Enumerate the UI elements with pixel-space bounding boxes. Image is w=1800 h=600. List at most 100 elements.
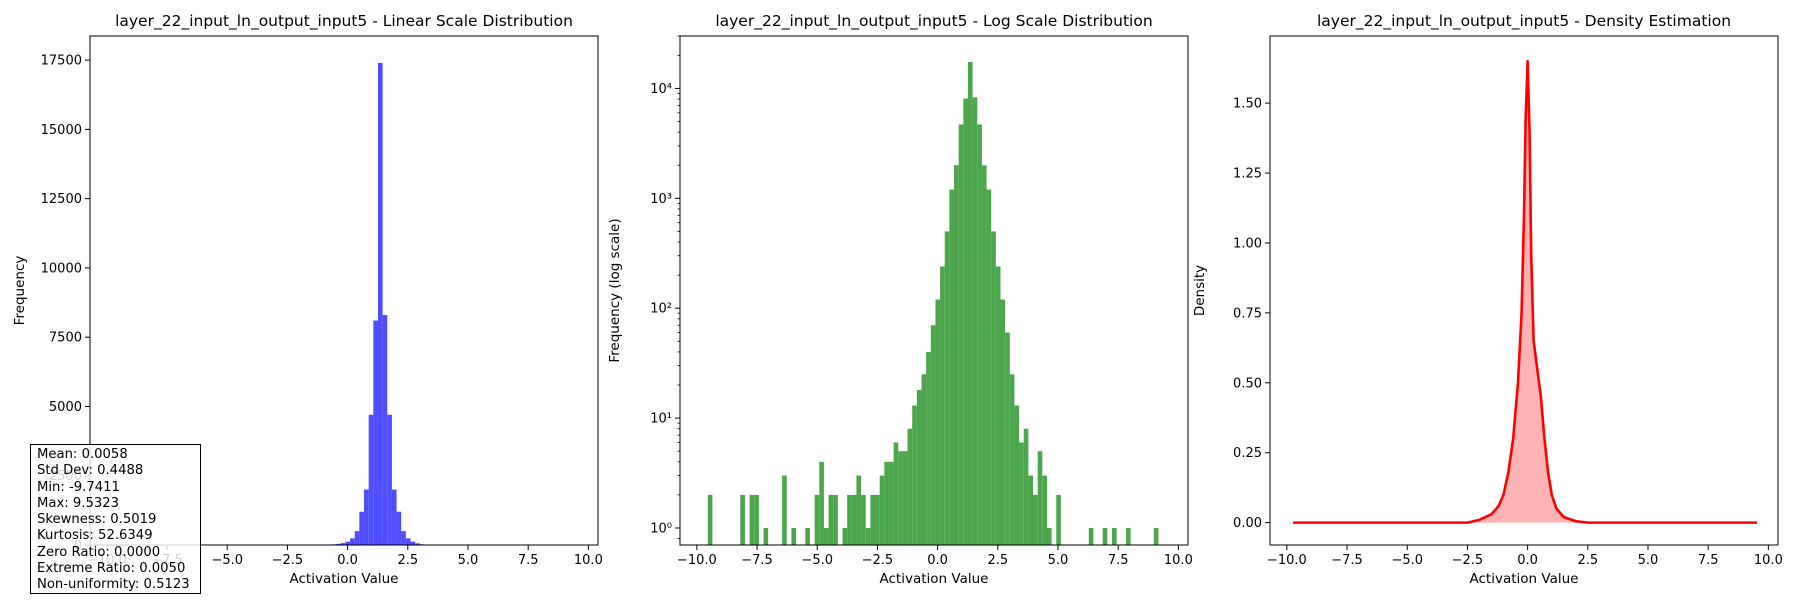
bar-series	[117, 62, 569, 546]
y-axis-label: Frequency (log scale)	[607, 218, 623, 362]
chart-panel-3: −10.0 −7.5 −5.0 −2.5 0.0 2.5 5.0 7.5 10.0 0.00 0.2…	[1192, 12, 1783, 587]
histogram-bar	[861, 494, 866, 545]
plot-frame	[89, 35, 599, 546]
histogram-bar	[1125, 527, 1131, 545]
chart-title: layer_22_input_ln_output_input5 - Linear…	[115, 12, 573, 31]
y-tick-label: 10²	[650, 302, 672, 317]
histogram-bar	[981, 165, 987, 545]
x-tick-label: −5.0	[801, 553, 833, 568]
bar-series	[707, 61, 1159, 546]
histogram-bar	[916, 390, 922, 545]
x-tick-label: −10.0	[1267, 553, 1307, 568]
histogram-bar	[805, 527, 810, 545]
histogram-bar	[823, 527, 829, 545]
histogram-bar	[350, 538, 355, 545]
x-tick-label: −5.0	[211, 553, 243, 568]
x-tick-label: 10.0	[1754, 553, 1783, 568]
plot-frame	[679, 35, 1189, 546]
histogram-bar	[1102, 527, 1108, 545]
histogram-bar	[368, 414, 374, 545]
y-tick-label: 0.00	[1233, 516, 1262, 531]
x-tick-label: 10.0	[574, 553, 603, 568]
x-tick-label: 7.5	[1108, 553, 1129, 568]
x-axis-label: Activation Value	[1470, 571, 1579, 587]
histogram-bar	[847, 494, 852, 545]
histogram-bar	[373, 320, 378, 545]
x-tick-label: −7.5	[1331, 553, 1363, 568]
histogram-bar	[888, 461, 894, 545]
histogram-bar	[782, 475, 787, 545]
histogram-bar	[921, 374, 927, 545]
histogram-bar	[1000, 299, 1006, 545]
x-tick-label: −5.0	[1391, 553, 1423, 568]
y-tick-label: 1.25	[1233, 167, 1262, 182]
x-tick-label: −2.5	[1452, 553, 1484, 568]
chart-title: layer_22_input_ln_output_input5 - Log Sc…	[715, 12, 1152, 31]
y-tick-label: 12500	[41, 192, 82, 207]
histogram-bar	[986, 189, 992, 545]
histogram-bar	[930, 325, 936, 545]
stat-std-dev: Std Dev: 0.4488	[37, 463, 144, 479]
histogram-bar	[819, 461, 824, 545]
histogram-bar	[893, 442, 899, 545]
x-tick-label: 0.0	[1517, 553, 1538, 568]
histogram-bar	[1046, 527, 1052, 545]
stat-kurtosis: Kurtosis: 52.6349	[37, 528, 153, 544]
y-axis: 0.00 0.25 0.50 0.75 1.00 1.25 1.50	[1233, 97, 1270, 531]
x-tick-label: 2.5	[397, 553, 418, 568]
y-tick-label: 10⁰	[650, 521, 672, 536]
histogram-bar	[972, 97, 978, 546]
x-tick-label: 7.5	[1698, 553, 1719, 568]
x-tick-label: 5.0	[1048, 553, 1069, 568]
x-tick-label: 7.5	[518, 553, 539, 568]
y-tick-label: 10⁴	[650, 82, 672, 97]
histogram-bar	[382, 315, 388, 545]
chart-panel-1: −10.0−7.5−5.0−2.50.02.55.07.510.00250050…	[12, 12, 603, 587]
histogram-bar	[940, 266, 945, 545]
stat-zero-ratio: Zero Ratio: 0.0000	[37, 544, 161, 560]
x-tick-label: 5.0	[1638, 553, 1659, 568]
histogram-bar	[749, 494, 755, 545]
histogram-bar	[875, 494, 880, 545]
histogram-bar	[401, 531, 406, 545]
y-axis-label: Density	[1192, 265, 1208, 316]
histogram-bar	[958, 124, 964, 545]
histogram-bar	[963, 98, 968, 545]
histogram-bar	[354, 531, 360, 545]
histogram-bar	[935, 299, 941, 545]
histogram-bar	[944, 231, 950, 545]
stat-max: Max: 9.5323	[37, 495, 120, 511]
histogram-bar	[1033, 494, 1038, 545]
x-tick-label: −10.0	[677, 553, 717, 568]
y-tick-label: 0.50	[1233, 376, 1262, 391]
histogram-bar	[833, 494, 838, 545]
histogram-bar	[336, 543, 341, 545]
y-tick-label: 17500	[41, 54, 82, 69]
histogram-bar	[387, 414, 392, 545]
histogram-bar	[814, 494, 820, 545]
histogram-bar	[1056, 494, 1061, 545]
histogram-bar	[870, 494, 876, 545]
x-axis: −10.0 −7.5 −5.0 −2.5 0.0 2.5 5.0 7.5 10.0	[1267, 545, 1783, 568]
histogram-bar	[1009, 374, 1015, 545]
histogram-bar	[856, 475, 862, 545]
y-tick-label: 10¹	[650, 412, 672, 427]
histogram-bar	[377, 62, 383, 545]
histogram-bar	[1042, 475, 1047, 545]
x-axis-label: Activation Value	[290, 571, 399, 587]
chart-panel-2: −10.0 −7.5 −5.0 −2.5 0.0 2.5 5.0 7.5 10.010⁰10¹1…	[607, 12, 1193, 587]
stat-min: Min: -9.7411	[37, 479, 120, 495]
histogram-bar	[754, 494, 759, 545]
y-axis-label: Frequency	[12, 256, 28, 326]
histogram-bar	[907, 428, 913, 545]
histogram-bar	[1023, 428, 1029, 545]
histogram-bar	[763, 527, 769, 545]
histogram-bar	[359, 511, 365, 545]
plot-frame	[1269, 35, 1779, 546]
histogram-bar	[1028, 475, 1034, 545]
stat-skewness: Skewness: 0.5019	[37, 512, 157, 528]
histogram-bar	[364, 489, 369, 545]
histogram-bar	[884, 461, 889, 545]
y-tick-label: 5000	[49, 400, 82, 415]
histogram-bar	[879, 475, 885, 545]
